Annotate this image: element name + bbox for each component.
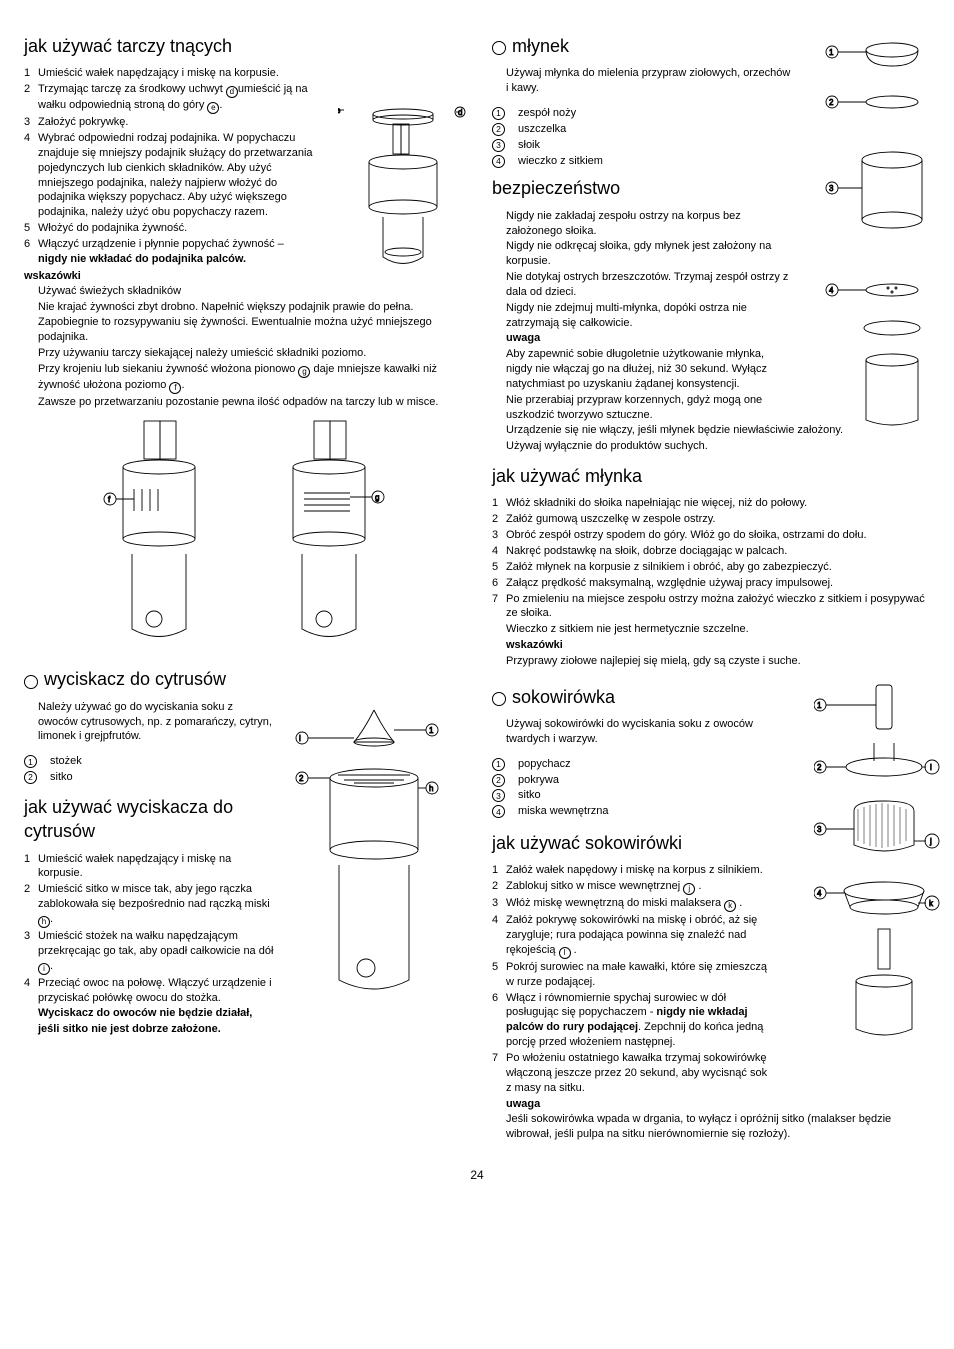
step-text: Wybrać odpowiedni rodzaj podajnika. W po… [38,132,313,218]
svg-text:i: i [299,734,301,743]
hint: Nie krajać żywności zbyt drobno. Napełni… [38,300,464,345]
discs-pair-diagram: f g [24,419,464,649]
svg-text:1: 1 [829,48,834,57]
svg-text:h: h [429,784,433,793]
svg-text:3: 3 [817,825,822,834]
heading-discs: jak używać tarczy tnących [24,34,464,58]
juicer-parts: 1popychacz 2pokrywa 3sitko 4miska wewnęt… [492,757,772,819]
svg-text:2: 2 [299,774,304,783]
heading-citrus-how: jak używać wyciskacza do cytrusów [24,795,274,844]
bullet-icon [492,692,506,706]
heading-citrus: wyciskacz do cytrusów [44,667,226,691]
citrus-diagram: 1 i 2 h [284,700,464,1020]
right-column: 1 2 3 4 młynek Używaj młynka do mielenia… [492,30,930,1143]
hint: Zawsze po przetwarzaniu pozostanie pewna… [38,395,464,410]
svg-text:k: k [929,899,934,908]
heading-juicer-how: jak używać sokowirówki [492,831,772,855]
svg-text:g: g [375,493,379,502]
heading-juicer: sokowirówka [512,685,615,709]
svg-text:3: 3 [829,184,834,193]
svg-text:4: 4 [829,286,834,295]
heading-mill: młynek [512,34,569,58]
citrus-intro: Należy używać go do wyciskania soku z ow… [24,700,274,745]
svg-text:4: 4 [817,889,822,898]
left-column: jak używać tarczy tnących 1Umieścić wałe… [24,30,464,1143]
juicer-steps: 1Załóż wałek napędowy i miskę na korpus … [492,863,772,1095]
svg-text:2: 2 [829,98,834,107]
mill-parts: 1zespół noży 2uszczelka 3słoik 4wieczko … [492,106,792,168]
hint: Przy używaniu tarczy siekającej należy u… [38,346,464,361]
mill-steps: 1Włóż składniki do słoika napełniając ni… [492,496,930,621]
heading-safety: bezpieczeństwo [492,176,792,200]
step-text: Umieścić wałek napędzający i miskę na ko… [38,67,279,79]
discs-diagram: e d [338,102,468,272]
citrus-parts: 1stożek 2sitko [24,754,274,785]
heading-mill-how: jak używać młynka [492,464,930,488]
svg-text:1: 1 [429,726,434,735]
citrus-steps: 1Umieścić wałek napędzający i miskę na k… [24,852,274,1006]
hint: Przy krojeniu lub siekaniu żywność włożo… [38,362,464,394]
svg-text:l: l [930,763,932,772]
step-text: Włożyć do podajnika żywność. [38,222,187,234]
svg-text:j: j [929,837,932,846]
svg-text:e: e [338,106,341,115]
hint: Używać świeżych składników [38,284,464,299]
discs-steps: 1Umieścić wałek napędzający i miskę na k… [24,66,314,266]
bullet-icon [492,41,506,55]
svg-text:f: f [108,495,111,504]
svg-text:d: d [458,108,462,117]
mill-diagram: 1 2 3 4 [822,30,942,430]
page-number: 24 [24,1167,930,1183]
juicer-diagram: 1 2 l 3 j 4 k [814,681,942,1041]
step-text: Założyć pokrywkę. [38,116,128,128]
svg-text:1: 1 [817,701,822,710]
svg-text:2: 2 [817,763,822,772]
bullet-icon [24,675,38,689]
